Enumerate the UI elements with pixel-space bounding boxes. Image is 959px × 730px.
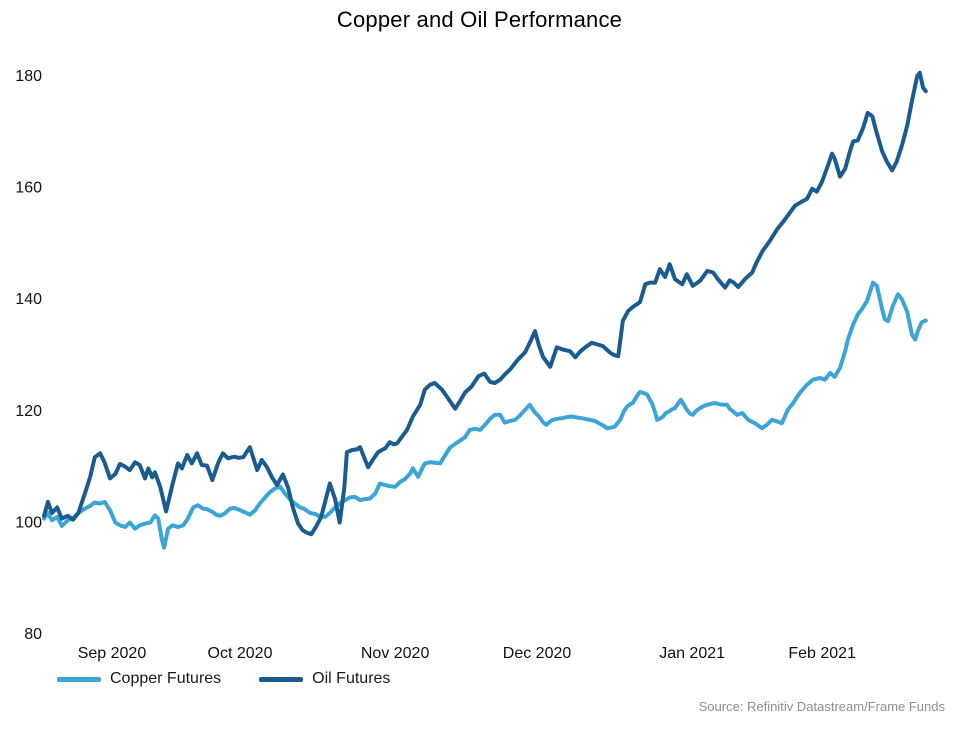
y-axis-tick-label: 100 — [15, 514, 42, 531]
legend-label-oil-futures: Oil Futures — [312, 670, 391, 687]
x-axis-tick-label: Feb 2021 — [788, 645, 856, 662]
legend-item-oil-futures: Oil Futures — [259, 670, 390, 688]
y-axis-tick-label: 80 — [24, 626, 42, 643]
y-axis-tick-label: 120 — [15, 403, 42, 420]
chart-title: Copper and Oil Performance — [336, 7, 623, 32]
legend-item-copper-futures: Copper Futures — [57, 670, 221, 688]
x-axis-tick-label: Sep 2020 — [78, 645, 147, 662]
x-axis-tick-label: Jan 2021 — [659, 645, 725, 662]
source-attribution: Source: Refinitiv Datastream/Frame Funds — [698, 699, 945, 714]
y-axis-tick-label: 140 — [15, 291, 42, 308]
copper-futures-swatch-icon — [57, 676, 101, 682]
y-axis-tick-label: 180 — [15, 68, 42, 85]
x-axis-tick-label: Nov 2020 — [361, 645, 430, 662]
series-line-oil-futures — [42, 70, 928, 537]
y-axis-tick-label: 160 — [15, 180, 42, 197]
series-line-copper-futures — [42, 280, 928, 550]
x-axis-tick-label: Dec 2020 — [503, 645, 572, 662]
x-axis-tick-label: Oct 2020 — [208, 645, 273, 662]
oil-futures-swatch-icon — [259, 676, 304, 682]
chart-legend: Copper Futures Oil Futures — [57, 670, 390, 688]
legend-label-copper-futures: Copper Futures — [110, 670, 222, 687]
